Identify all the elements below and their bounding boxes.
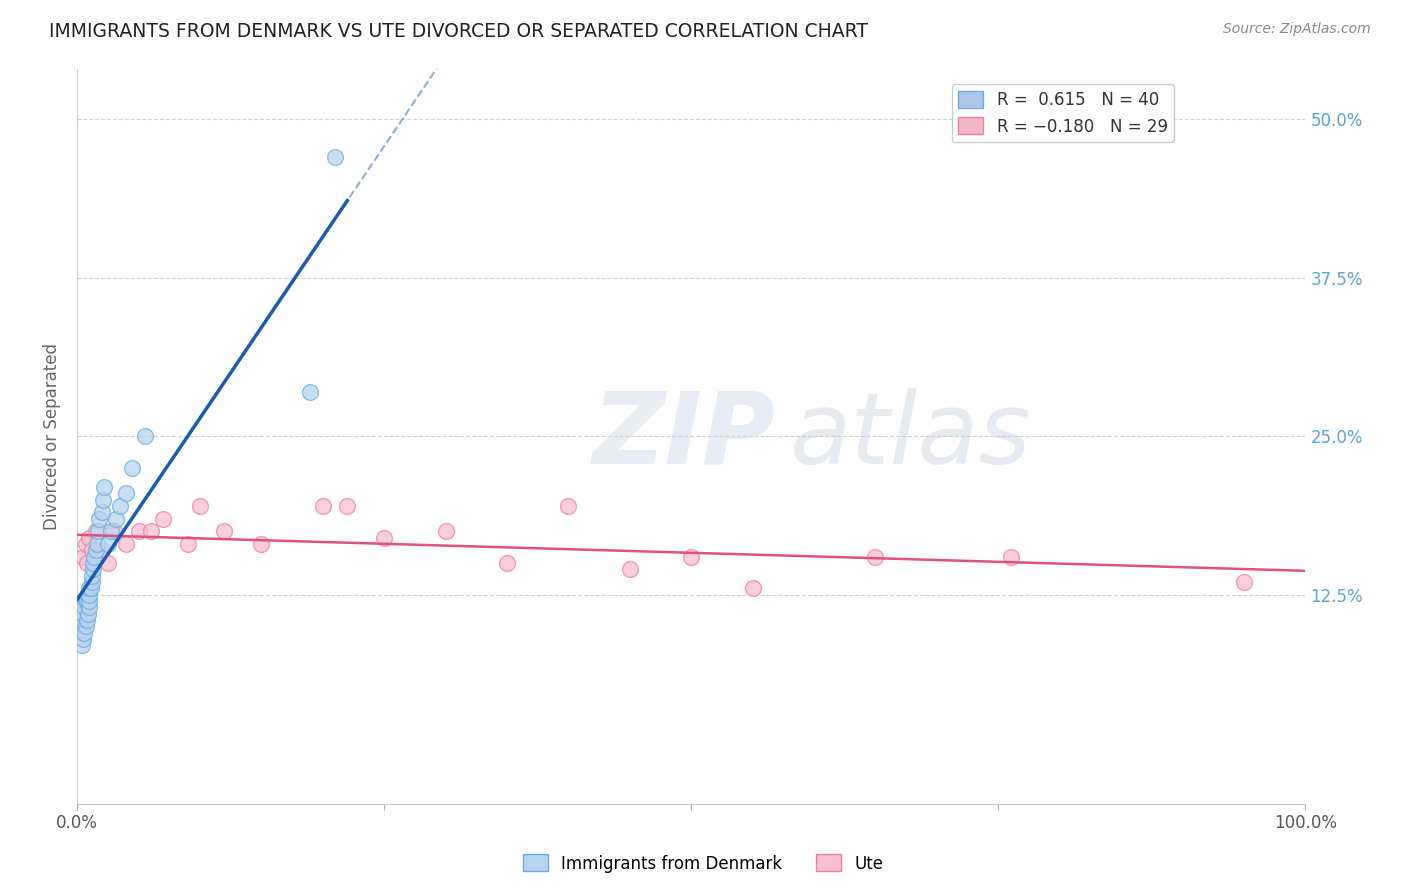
Point <box>79 600 101 615</box>
Point <box>70 639 93 653</box>
Point <box>97 556 120 570</box>
Point <box>93 480 115 494</box>
Point <box>76 594 98 608</box>
Point <box>82 562 104 576</box>
Point <box>100 524 122 539</box>
Point <box>75 537 97 551</box>
Point <box>79 531 101 545</box>
Point <box>77 607 100 621</box>
Point <box>72 632 94 647</box>
Point <box>79 582 101 596</box>
Point <box>84 543 107 558</box>
Point <box>323 150 346 164</box>
Point <box>79 588 101 602</box>
Point <box>105 511 128 525</box>
Legend: R =  0.615   N = 40, R = −0.180   N = 29: R = 0.615 N = 40, R = −0.180 N = 29 <box>952 84 1174 142</box>
Point <box>83 549 105 564</box>
Point <box>176 537 198 551</box>
Point <box>79 582 101 596</box>
Point <box>75 594 97 608</box>
Point <box>90 505 112 519</box>
Point <box>496 556 519 570</box>
Point <box>134 429 156 443</box>
Point <box>79 594 101 608</box>
Point <box>121 461 143 475</box>
Point <box>73 625 96 640</box>
Point <box>336 499 359 513</box>
Point <box>434 524 457 539</box>
Point <box>299 384 322 399</box>
Text: IMMIGRANTS FROM DENMARK VS UTE DIVORCED OR SEPARATED CORRELATION CHART: IMMIGRANTS FROM DENMARK VS UTE DIVORCED … <box>49 22 869 41</box>
Point <box>80 568 103 582</box>
Point <box>1233 575 1256 590</box>
Point <box>97 537 120 551</box>
Point <box>128 524 150 539</box>
Point <box>69 619 91 633</box>
Point <box>89 511 111 525</box>
Point <box>312 499 335 513</box>
Point <box>77 588 100 602</box>
Point <box>681 549 703 564</box>
Point <box>373 531 395 545</box>
Point <box>108 499 131 513</box>
Point <box>115 486 138 500</box>
Point <box>76 613 98 627</box>
Point <box>103 524 125 539</box>
Point <box>188 499 211 513</box>
Point <box>1000 549 1022 564</box>
Point <box>73 600 96 615</box>
Point <box>84 524 107 539</box>
Point <box>72 549 94 564</box>
Legend: Immigrants from Denmark, Ute: Immigrants from Denmark, Ute <box>516 847 890 880</box>
Point <box>250 537 273 551</box>
Point <box>115 537 138 551</box>
Point <box>87 524 110 539</box>
Point <box>80 543 103 558</box>
Point <box>91 492 114 507</box>
Point <box>69 625 91 640</box>
Point <box>76 556 98 570</box>
Point <box>70 613 93 627</box>
Point <box>741 582 763 596</box>
Point <box>139 524 162 539</box>
Point <box>152 511 174 525</box>
Point <box>82 556 104 570</box>
Point <box>865 549 887 564</box>
Point <box>619 562 641 576</box>
Text: ZIP: ZIP <box>593 388 776 484</box>
Text: Source: ZipAtlas.com: Source: ZipAtlas.com <box>1223 22 1371 37</box>
Point <box>86 537 108 551</box>
Y-axis label: Divorced or Separated: Divorced or Separated <box>44 343 60 530</box>
Point <box>72 607 94 621</box>
Point <box>90 543 112 558</box>
Point <box>214 524 236 539</box>
Point <box>80 575 103 590</box>
Point <box>557 499 579 513</box>
Text: atlas: atlas <box>790 388 1031 484</box>
Point <box>75 619 97 633</box>
